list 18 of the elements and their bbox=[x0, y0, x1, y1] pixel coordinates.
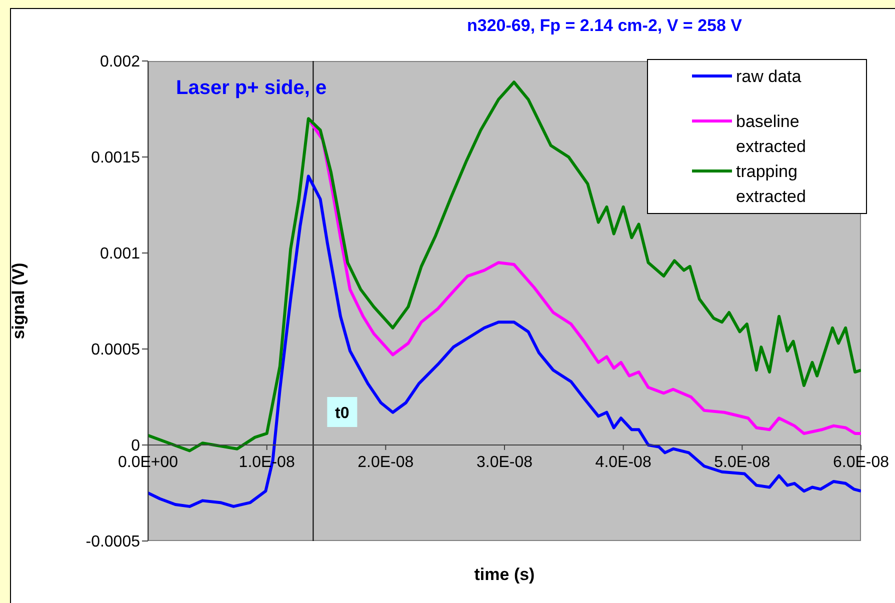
x-tick-label: 6.0E-08 bbox=[832, 454, 890, 471]
annotation: Laser p+ side, e bbox=[176, 77, 327, 100]
y-tick-label: 0.0015 bbox=[91, 150, 140, 167]
legend-label: trapping extracted bbox=[736, 161, 807, 208]
x-tick-label: 5.0E-08 bbox=[714, 454, 770, 471]
y-tick-label: 0.002 bbox=[100, 54, 140, 71]
y-tick-label: 0.0005 bbox=[91, 342, 140, 359]
x-axis-title: time (s) bbox=[473, 565, 536, 585]
x-tick-label: 2.0E-08 bbox=[358, 454, 414, 471]
y-tick-label: 0.001 bbox=[100, 246, 140, 263]
x-tick-label: 3.0E-08 bbox=[476, 454, 533, 471]
chart-title: n320-69, Fp = 2.14 cm-2, V = 258 V bbox=[466, 16, 743, 36]
legend-label: raw data bbox=[736, 66, 802, 88]
y-axis-title: signal (V) bbox=[9, 262, 28, 340]
y-tick-label: 0 bbox=[131, 438, 140, 455]
x-tick-label: 4.0E-08 bbox=[595, 454, 652, 471]
ref-line-label: t0 bbox=[335, 405, 350, 422]
y-tick-label: -0.0005 bbox=[86, 534, 140, 551]
